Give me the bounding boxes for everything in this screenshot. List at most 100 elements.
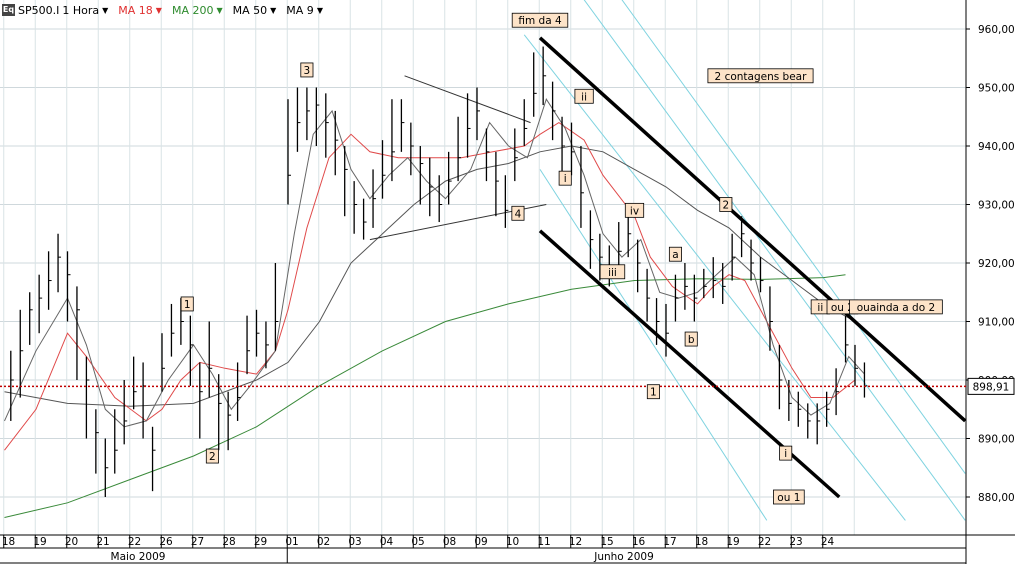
chevron-down-icon: ▼	[316, 5, 323, 15]
x-tick-label: 12	[569, 536, 582, 548]
x-tick-label: 26	[159, 536, 173, 548]
interval-label: 1 Hora	[62, 3, 100, 17]
indicator-ma200[interactable]: MA 200 ▼	[172, 4, 223, 17]
fan-line	[621, 0, 966, 474]
x-tick-label: 17	[663, 536, 676, 548]
annotation-label: 4	[515, 208, 522, 220]
x-tick-label: 22	[758, 536, 771, 548]
month-label: Maio 2009	[111, 551, 166, 563]
annotation-label: ou 1	[777, 492, 800, 504]
x-tick-label: 22	[128, 536, 141, 548]
x-tick-label: 19	[33, 536, 46, 548]
fan-line	[583, 0, 966, 521]
y-tick-label: 960,00	[978, 24, 1015, 36]
annotation-box	[646, 384, 660, 400]
indicator-ma50[interactable]: MA 50 ▼	[233, 4, 277, 17]
y-tick-label: 880,00	[978, 492, 1015, 504]
annotation-box	[300, 62, 314, 78]
x-tick-label: 03	[348, 536, 361, 548]
annotation-label: 1	[650, 387, 657, 399]
y-tick-label: 890,00	[978, 434, 1015, 446]
ma200-line	[4, 274, 846, 518]
x-tick-label: 19	[726, 536, 739, 548]
annotation-box	[574, 88, 594, 104]
annotation-box	[205, 448, 219, 464]
chevron-down-icon: ▼	[270, 5, 277, 15]
x-tick-label: 02	[317, 536, 330, 548]
ma18-line	[4, 122, 856, 451]
annotation-box	[558, 170, 572, 186]
x-tick-label: 08	[443, 536, 456, 548]
y-tick-label: 950,00	[978, 83, 1015, 95]
current-price-badge	[967, 377, 1015, 395]
x-tick-label: 21	[96, 536, 109, 548]
indicator-ma18[interactable]: MA 18 ▼	[118, 4, 162, 17]
annotation-box	[779, 445, 793, 461]
annotation-box	[599, 264, 626, 280]
x-tick-label: 09	[474, 536, 487, 548]
ma50-line	[4, 145, 856, 407]
x-tick-label: 10	[506, 536, 519, 548]
fan-line	[539, 169, 768, 521]
y-tick-label: 940,00	[978, 141, 1015, 153]
annotation-label: b	[688, 334, 695, 346]
annotation-label: ii	[581, 91, 587, 103]
annotation-label: ouainda a do 2	[857, 302, 935, 314]
annotation-box	[684, 331, 698, 347]
annotation-label: iii	[608, 267, 617, 279]
x-tick-label: 15	[600, 536, 613, 548]
chevron-down-icon: ▼	[216, 5, 223, 15]
x-tick-label: 28	[222, 536, 235, 548]
annotation-label: i	[564, 173, 567, 185]
symbol-selector[interactable]: Eq SP500.I 1 Hora ▼	[2, 4, 108, 17]
x-tick-label: 05	[411, 536, 424, 548]
annotation-label: i	[784, 448, 787, 460]
annotation-label: 2	[723, 200, 730, 212]
indicator-label: MA 9	[286, 3, 314, 17]
x-tick-label: 29	[254, 536, 267, 548]
annotation-label: 1	[184, 299, 191, 311]
x-tick-label: 01	[285, 536, 298, 548]
annotation-box	[180, 296, 194, 312]
x-tick-label: 16	[632, 536, 646, 548]
annotation-label: 3	[304, 65, 311, 77]
annotation-box	[707, 68, 814, 84]
annotation-label: iv	[630, 205, 639, 217]
x-tick-label: 20	[65, 536, 78, 548]
logo-icon: Eq	[2, 4, 15, 16]
indicator-label: MA 50	[232, 3, 268, 17]
annotation-box	[624, 202, 645, 218]
x-tick-label: 18	[2, 536, 15, 548]
annotation-box	[511, 12, 569, 28]
indicator-ma9[interactable]: MA 9 ▼	[286, 4, 323, 17]
plot-area	[4, 0, 966, 521]
indicator-label: MA 18	[118, 3, 153, 17]
annotation-label: 2	[209, 451, 216, 463]
annotation-box	[668, 246, 682, 262]
channel-line	[538, 229, 841, 499]
current-price-label: 898,91	[973, 381, 1010, 393]
chevron-down-icon: ▼	[155, 5, 162, 15]
annotation-label: 2 contagens bear	[715, 71, 808, 83]
annotation-label: ou 2	[831, 302, 854, 314]
channel-line	[538, 36, 966, 423]
annotation-box	[511, 205, 525, 221]
y-tick-label: 910,00	[978, 317, 1015, 329]
indicator-label: MA 200	[171, 3, 214, 17]
annotation-box	[849, 299, 943, 315]
chevron-down-icon: ▼	[102, 5, 109, 15]
chart-toolbar: Eq SP500.I 1 Hora ▼ MA 18 ▼ MA 200 ▼ MA …	[0, 0, 323, 20]
annotation-box	[719, 197, 733, 212]
x-tick-label: 18	[695, 536, 708, 548]
y-tick-label: 930,00	[978, 200, 1015, 212]
annotation-label: a	[672, 249, 678, 261]
x-tick-label: 04	[380, 536, 394, 548]
annotation-label: fim da 4	[518, 15, 562, 27]
annotation-label: ii	[817, 302, 823, 314]
symbol-label: SP500.I	[18, 3, 60, 17]
month-label: Junho 2009	[593, 551, 654, 563]
fan-line	[523, 34, 906, 521]
x-tick-label: 24	[821, 536, 835, 548]
